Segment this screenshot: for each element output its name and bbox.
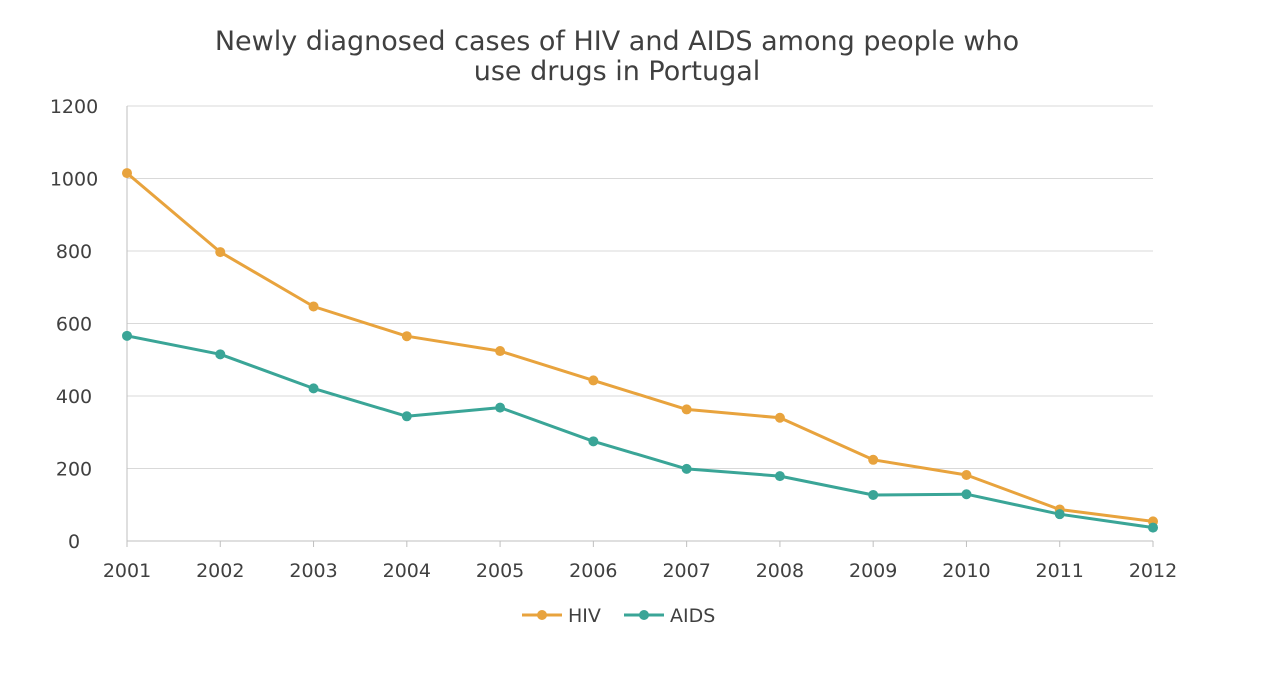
series-line-hiv — [125, 171, 1155, 523]
legend-swatch-marker — [639, 610, 649, 620]
legend-swatch-marker — [537, 610, 547, 620]
x-tick-label: 2005 — [476, 560, 524, 582]
data-point-aids — [961, 489, 972, 500]
legend-label: HIV — [568, 605, 601, 627]
data-point-hiv — [961, 470, 972, 481]
x-tick-label: 2003 — [289, 560, 337, 582]
data-point-hiv — [401, 331, 412, 342]
legend: HIV AIDS — [522, 605, 715, 627]
data-point-hiv — [681, 404, 692, 415]
data-point-aids — [122, 330, 132, 341]
legend-item-aids: AIDS — [624, 605, 715, 627]
x-tick-label: 2002 — [196, 560, 244, 582]
x-tick-label: 2008 — [756, 560, 804, 582]
y-tick-label: 800 — [56, 241, 92, 263]
chart-title-line-2: use drugs in Portugal — [474, 56, 761, 87]
y-tick-label: 0 — [68, 531, 80, 553]
data-point-hiv — [774, 412, 785, 423]
data-point-aids — [308, 383, 319, 394]
data-point-aids — [1054, 509, 1065, 520]
data-point-aids — [495, 402, 506, 413]
legend-item-hiv: HIV — [522, 605, 601, 627]
data-point-aids — [588, 436, 599, 447]
chart-title: Newly diagnosed cases of HIV and AIDS am… — [215, 26, 1019, 87]
x-tick-label: 2012 — [1129, 560, 1177, 582]
data-point-aids — [215, 349, 226, 360]
series-line-aids — [125, 334, 1155, 530]
x-tick-label: 2009 — [849, 560, 897, 582]
data-point-hiv — [868, 454, 879, 465]
x-tick-label: 2011 — [1036, 560, 1084, 582]
x-tick-label: 2006 — [569, 560, 617, 582]
y-tick-label: 400 — [56, 386, 92, 408]
x-tick-label: 2010 — [942, 560, 990, 582]
x-tick-label: 2007 — [662, 560, 710, 582]
x-axis: 2001 2002 2003 2004 2005 2006 2007 2008 2009 2010… — [103, 540, 1177, 582]
y-axis: 0 200 400 600 800 1000 1200 — [50, 96, 128, 553]
x-tick-label: 2004 — [383, 560, 431, 582]
data-point-aids — [401, 411, 412, 422]
y-tick-label: 600 — [56, 314, 92, 336]
y-tick-label: 200 — [56, 459, 92, 481]
data-point-hiv — [308, 301, 319, 312]
data-point-aids — [681, 463, 692, 474]
y-tick-label: 1000 — [50, 169, 98, 191]
data-point-hiv — [588, 375, 599, 386]
data-point-hiv — [215, 247, 226, 258]
data-point-aids — [1148, 522, 1158, 533]
chart-title-line-1: Newly diagnosed cases of HIV and AIDS am… — [215, 26, 1019, 57]
x-tick-label: 2001 — [103, 560, 151, 582]
gridlines — [127, 105, 1153, 469]
series-lines — [122, 168, 1158, 533]
data-point-hiv — [122, 168, 132, 179]
y-tick-label: 1200 — [50, 96, 98, 118]
data-point-aids — [868, 489, 879, 500]
data-point-hiv — [495, 346, 506, 357]
legend-label: AIDS — [670, 605, 715, 627]
data-point-aids — [774, 471, 785, 482]
